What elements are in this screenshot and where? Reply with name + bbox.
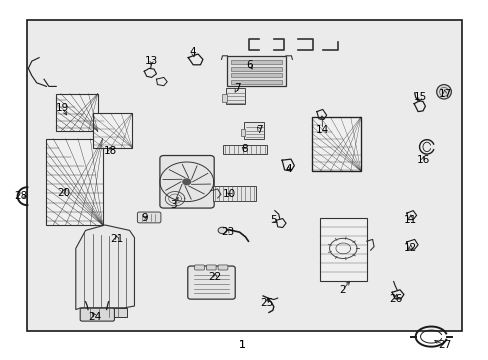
Bar [93, 113, 132, 148]
FancyBboxPatch shape [160, 156, 214, 208]
Bar [46, 139, 102, 225]
Ellipse shape [436, 85, 450, 99]
Bar [244, 122, 264, 139]
Bar [230, 73, 282, 77]
Text: 10: 10 [223, 189, 236, 199]
FancyBboxPatch shape [137, 212, 161, 223]
FancyBboxPatch shape [187, 266, 235, 299]
Text: 16: 16 [415, 155, 429, 165]
FancyBboxPatch shape [218, 265, 227, 270]
Text: 27: 27 [437, 340, 451, 350]
Text: 21: 21 [110, 234, 124, 244]
Bar [230, 67, 282, 71]
Text: 4: 4 [285, 164, 291, 174]
Text: 15: 15 [413, 92, 427, 102]
Text: 12: 12 [403, 243, 417, 253]
Text: 7: 7 [233, 83, 240, 93]
FancyBboxPatch shape [80, 308, 114, 321]
Bar [320, 218, 366, 281]
Text: 1: 1 [238, 340, 245, 350]
Text: 25: 25 [259, 298, 273, 308]
Text: 9: 9 [141, 213, 147, 223]
Polygon shape [76, 225, 134, 310]
Text: 20: 20 [57, 188, 70, 198]
Bar [240, 129, 245, 136]
Text: 3: 3 [170, 200, 177, 210]
Bar [56, 94, 98, 131]
Bar [230, 60, 282, 64]
Text: 6: 6 [245, 60, 252, 70]
Text: 2: 2 [338, 285, 345, 295]
Text: 13: 13 [144, 56, 158, 66]
Text: 28: 28 [14, 191, 28, 201]
Bar [311, 117, 360, 171]
Text: 24: 24 [88, 312, 102, 322]
Bar [227, 56, 285, 86]
Text: 11: 11 [403, 215, 417, 225]
Text: 22: 22 [208, 272, 222, 282]
Circle shape [183, 179, 190, 185]
Circle shape [218, 227, 226, 234]
Text: 18: 18 [103, 146, 117, 156]
Text: 19: 19 [56, 103, 69, 113]
Text: 7: 7 [255, 125, 262, 135]
Text: 4: 4 [189, 47, 196, 57]
Bar [230, 80, 282, 84]
Text: 8: 8 [241, 144, 247, 154]
Bar [27, 20, 461, 331]
Text: 17: 17 [437, 89, 451, 99]
Text: 14: 14 [315, 125, 329, 135]
Text: 5: 5 [270, 215, 277, 225]
Text: 26: 26 [388, 294, 402, 304]
Text: 23: 23 [220, 227, 234, 237]
Bar [311, 117, 360, 171]
Bar [213, 186, 256, 201]
FancyBboxPatch shape [194, 265, 204, 270]
FancyBboxPatch shape [206, 265, 216, 270]
Bar [223, 145, 267, 154]
Bar [222, 94, 226, 102]
Bar [225, 88, 245, 104]
Bar [81, 308, 127, 317]
Text: 1: 1 [238, 340, 245, 350]
